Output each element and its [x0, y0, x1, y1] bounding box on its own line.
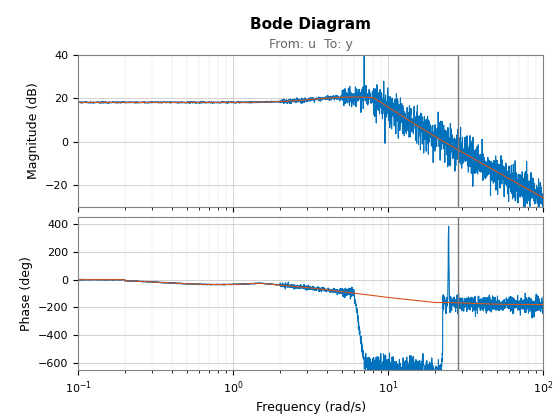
ge [75, 100, 82, 105]
ge [531, 301, 538, 306]
ge [253, 100, 260, 105]
ge [531, 181, 538, 186]
Line: gs: gs [78, 97, 543, 198]
ge [540, 208, 547, 213]
gs [273, 282, 280, 287]
ge [128, 100, 135, 105]
gs [128, 100, 135, 105]
gs [75, 100, 82, 105]
ge [445, 224, 452, 229]
Y-axis label: Phase (deg): Phase (deg) [20, 256, 32, 331]
Line: gs: gs [78, 280, 543, 304]
gs [75, 277, 82, 282]
gs [156, 280, 162, 285]
ge [481, 302, 488, 307]
gs [480, 301, 487, 306]
gs [351, 94, 357, 100]
ge [540, 294, 547, 299]
Line: ge: ge [78, 53, 543, 212]
Text: From: u  To: y: From: u To: y [269, 38, 353, 51]
ge [361, 51, 367, 56]
gs [156, 100, 162, 105]
gs [253, 100, 260, 105]
ge [273, 99, 280, 104]
ge [75, 277, 82, 282]
ge [481, 155, 488, 160]
ge [535, 210, 542, 215]
ge [253, 281, 260, 286]
ge [128, 279, 135, 284]
gs [481, 162, 488, 167]
Text: Bode Diagram: Bode Diagram [250, 17, 371, 32]
Y-axis label: Magnitude (dB): Magnitude (dB) [27, 82, 40, 179]
gs [531, 302, 538, 307]
ge [273, 283, 280, 288]
Line: ge: ge [78, 226, 543, 374]
ge [368, 371, 375, 376]
ge [156, 100, 162, 105]
gs [531, 190, 538, 195]
gs [128, 278, 135, 284]
gs [273, 99, 280, 104]
gs [253, 281, 260, 286]
gs [540, 195, 547, 200]
ge [156, 280, 162, 285]
X-axis label: Frequency (rad/s): Frequency (rad/s) [256, 402, 366, 415]
gs [540, 302, 547, 307]
